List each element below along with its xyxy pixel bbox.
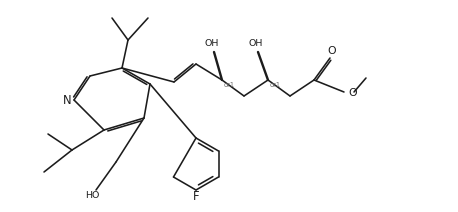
- Text: O: O: [327, 46, 336, 56]
- Text: N: N: [63, 95, 71, 107]
- Text: or1: or1: [269, 82, 280, 88]
- Text: OH: OH: [249, 39, 263, 49]
- Text: OH: OH: [205, 39, 219, 49]
- Text: HO: HO: [85, 191, 99, 201]
- Text: F: F: [193, 191, 199, 204]
- Text: or1: or1: [224, 82, 234, 88]
- Text: O: O: [348, 88, 357, 98]
